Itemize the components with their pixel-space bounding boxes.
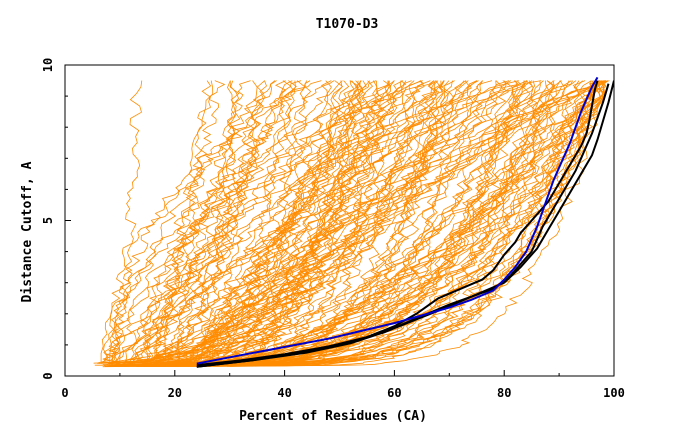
background-curve: [111, 80, 455, 364]
background-curve: [125, 80, 293, 367]
background-curve: [228, 80, 605, 363]
x-tick-label: 20: [168, 386, 182, 400]
y-axis: 0 5 10: [41, 58, 71, 380]
background-curve: [132, 80, 596, 365]
background-curve: [103, 80, 276, 363]
background-curve: [109, 80, 311, 366]
background-curve: [194, 80, 605, 366]
x-tick-label: 100: [603, 386, 625, 400]
background-curve: [173, 80, 522, 365]
background-curve: [100, 80, 377, 363]
background-curves: [93, 80, 610, 368]
background-curve: [228, 80, 442, 366]
background-curve: [194, 80, 607, 364]
background-curve: [140, 80, 437, 364]
background-curve: [155, 80, 605, 367]
background-curve: [159, 80, 528, 363]
background-curve: [172, 80, 592, 364]
background-curve: [113, 80, 469, 367]
background-curve: [162, 80, 533, 365]
background-curve: [147, 80, 422, 365]
background-curve: [167, 80, 439, 366]
background-curve: [142, 80, 577, 366]
background-curve: [124, 80, 470, 367]
background-curve: [114, 80, 322, 364]
y-tick-label: 5: [41, 217, 55, 224]
background-curve: [134, 80, 541, 364]
background-curve: [119, 80, 363, 366]
highlight-curve-blue: [196, 76, 599, 365]
background-curve: [206, 80, 607, 366]
background-curve: [143, 80, 425, 366]
background-curve: [211, 80, 604, 365]
background-curve: [136, 80, 572, 367]
background-curve: [131, 80, 478, 365]
background-curve: [106, 80, 404, 363]
background-curve: [111, 80, 412, 365]
background-curve: [113, 80, 544, 367]
background-curve: [169, 80, 596, 367]
plot-area: [93, 76, 614, 368]
background-curve: [212, 80, 498, 365]
background-curve: [115, 80, 277, 367]
background-curve: [144, 80, 390, 363]
background-curve: [140, 80, 423, 363]
background-curve: [100, 80, 479, 364]
background-curve: [150, 80, 610, 367]
background-curve: [220, 80, 607, 364]
y-tick-label: 10: [41, 58, 55, 72]
background-curve: [93, 80, 143, 364]
background-curve: [110, 80, 512, 366]
highlight-curve-black: [196, 80, 599, 367]
x-axis-label: Percent of Residues (CA): [239, 409, 427, 424]
x-tick-label: 40: [277, 386, 291, 400]
background-curve: [185, 80, 606, 366]
background-curve: [172, 80, 586, 366]
background-curve: [174, 80, 600, 364]
background-curve: [186, 80, 467, 366]
background-curve: [120, 80, 212, 366]
background-curve: [94, 80, 518, 366]
background-curve: [102, 80, 556, 365]
background-curve: [155, 80, 542, 363]
highlight-curve-black: [196, 80, 614, 368]
background-curve: [141, 80, 555, 366]
background-curve: [137, 80, 358, 367]
background-curve: [171, 80, 600, 366]
y-axis-label: Distance Cutoff, A: [20, 161, 35, 302]
background-curve: [198, 80, 403, 365]
background-curve: [115, 80, 287, 365]
background-curve: [214, 80, 606, 364]
chart-title: T1070-D3: [316, 17, 379, 32]
background-curve: [238, 80, 604, 367]
background-curve: [110, 80, 343, 366]
y-tick-label: 0: [41, 372, 55, 379]
background-curve: [193, 80, 606, 366]
x-tick-label: 0: [61, 386, 68, 400]
background-curve: [113, 80, 391, 363]
background-curve: [154, 80, 484, 364]
background-curve: [181, 80, 600, 365]
background-curve: [111, 80, 519, 363]
x-axis: 0 20 40 60 80 100: [61, 370, 625, 400]
x-tick-label: 80: [497, 386, 511, 400]
background-curve: [228, 80, 598, 366]
background-curve: [214, 80, 606, 367]
x-tick-label: 60: [387, 386, 401, 400]
background-curve: [143, 80, 507, 365]
background-curve: [226, 80, 607, 363]
background-curve: [155, 80, 510, 366]
highlight-curves: [196, 76, 614, 368]
background-curve: [174, 80, 533, 365]
background-curve: [104, 80, 493, 367]
